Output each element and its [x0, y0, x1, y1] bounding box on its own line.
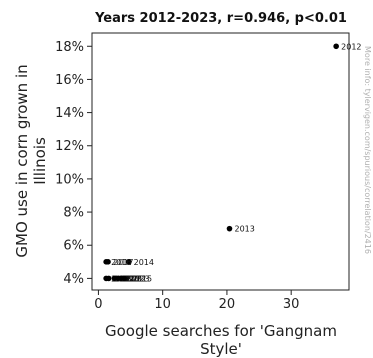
data-point: [226, 225, 233, 232]
data-point-label: 2013: [234, 225, 254, 234]
y-tick-label: 12%: [55, 139, 84, 154]
plot-frame: [91, 32, 350, 291]
data-point: [333, 43, 339, 50]
data-point-label: 2015: [132, 274, 152, 283]
y-axis-label-line-2: Illinois: [31, 137, 49, 185]
y-axis-label-line-1: GMO use in corn grown in: [13, 64, 31, 257]
y-tick-label: 8%: [63, 206, 84, 221]
data-point-label: 2022: [126, 274, 146, 283]
y-tick-label: 16%: [55, 73, 84, 88]
y-tick-label: 6%: [63, 239, 84, 254]
x-tick-label: 0: [94, 297, 102, 312]
x-tick-label: 10: [154, 297, 171, 312]
data-point-label: 2020: [119, 274, 139, 283]
data-point-label: 2017: [113, 258, 133, 267]
y-tick-label: 10%: [55, 172, 84, 187]
data-point-label: 2023: [129, 274, 149, 283]
watermark-text: More info: tylervigen.com/spurious/corre…: [363, 46, 372, 254]
x-axis-ticks: 0 10 20 30: [94, 290, 299, 312]
y-tick-label: 14%: [55, 106, 84, 121]
data-points: 2012201320142016201720152018201920202021…: [103, 42, 362, 283]
y-tick-label: 18%: [55, 40, 84, 55]
data-point-label: 2014: [134, 258, 154, 267]
y-tick-label: 4%: [63, 272, 84, 287]
data-point: [121, 275, 127, 282]
data-point: [125, 259, 132, 265]
x-tick-label: 30: [283, 297, 300, 312]
data-point-label: 2016: [111, 258, 131, 267]
data-point: [105, 259, 111, 265]
x-axis-label-line-2: Style': [200, 340, 242, 358]
data-point-label: 2021: [123, 274, 143, 283]
data-point: [105, 275, 112, 282]
x-tick-label: 20: [219, 297, 236, 312]
chart-title: Years 2012-2023, r=0.946, p<0.01: [94, 11, 347, 26]
y-axis-ticks: 4% 6% 8% 10% 12% 14% 16% 18%: [55, 40, 92, 287]
data-point-label: 2012: [341, 42, 361, 51]
x-axis-label-line-1: Google searches for 'Gangnam: [105, 322, 337, 340]
